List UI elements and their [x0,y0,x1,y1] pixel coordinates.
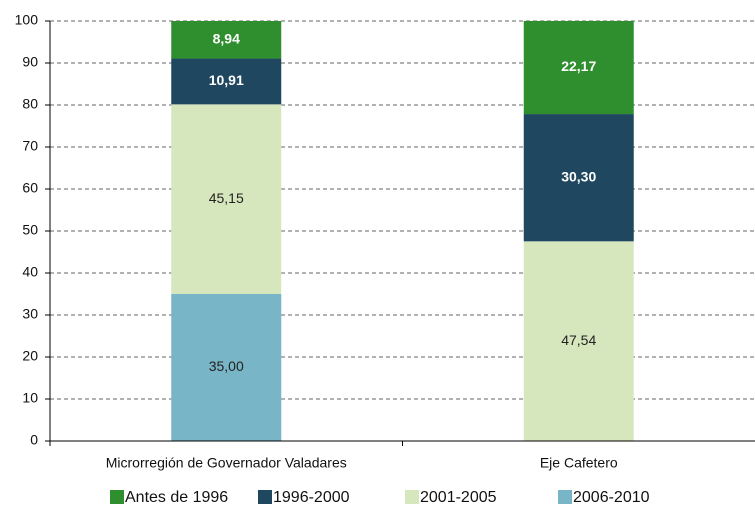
y-tick-label: 50 [22,222,38,238]
data-label: 30,30 [561,168,596,184]
y-tick-label: 0 [30,432,38,448]
data-label: 10,91 [209,72,244,88]
bar-segment [523,241,634,441]
y-tick-label: 10 [22,390,38,406]
legend-swatch [558,490,572,504]
bar-segment [171,58,282,105]
bar-segment [171,104,282,295]
legend-label: 1996-2000 [273,489,350,506]
data-label: 8,94 [213,30,240,46]
bar-segment [171,21,282,59]
legend-swatch [405,490,419,504]
y-tick-label: 90 [22,54,38,70]
y-tick-label: 70 [22,138,38,154]
y-tick-label: 40 [22,264,38,280]
y-tick-label: 20 [22,348,38,364]
y-tick-label: 80 [22,96,38,112]
legend-swatch [258,490,272,504]
bar-segment [523,114,634,242]
legend-swatch [110,490,124,504]
y-tick-label: 60 [22,180,38,196]
data-label: 45,15 [209,190,244,206]
x-tick-label: Microrregión de Governador Valadares [106,455,347,471]
data-label: 22,17 [561,58,596,74]
data-label: 47,54 [561,332,596,348]
y-tick-label: 100 [15,12,39,28]
legend-label: 2001-2005 [420,489,497,506]
bar-segment [523,20,634,115]
y-tick-label: 30 [22,306,38,322]
x-tick-label: Eje Cafetero [540,455,618,471]
legend-label: Antes de 1996 [125,489,228,506]
data-label: 35,00 [209,358,244,374]
legend-label: 2006-2010 [573,489,650,506]
bar-segment [171,294,282,441]
